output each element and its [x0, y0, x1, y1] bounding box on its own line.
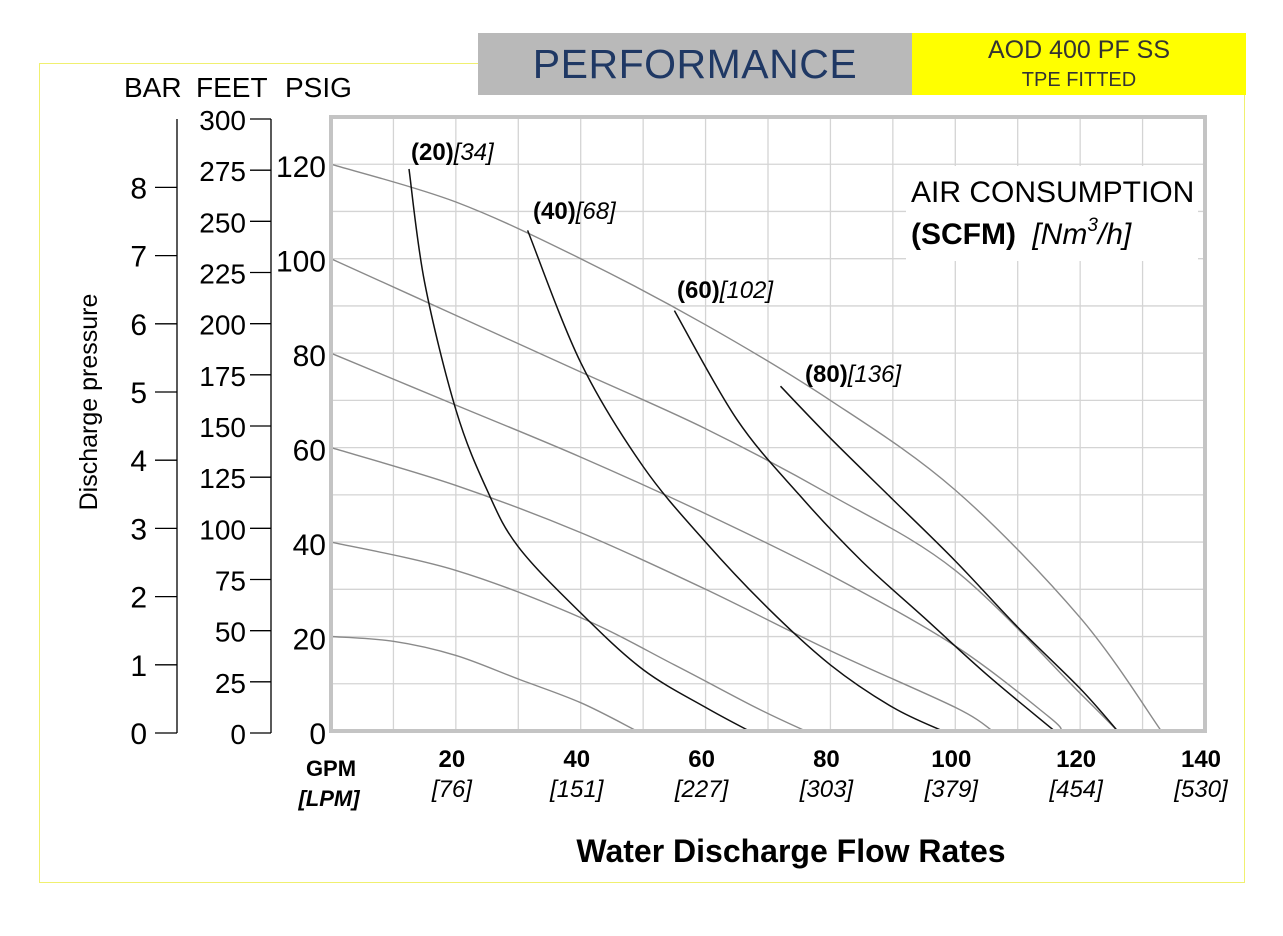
feet-tick-label: 50: [215, 617, 246, 648]
feet-tick-label: 150: [199, 412, 246, 443]
feet-tick-label: 125: [199, 463, 246, 494]
x-tick-label: 100: [931, 746, 971, 773]
x-tick-label: 60: [688, 746, 715, 773]
feet-tick-label: 250: [199, 207, 246, 238]
feet-tick-label: 300: [199, 105, 246, 136]
bar-tick-label: 7: [130, 241, 147, 274]
bar-axis-label: BAR: [124, 72, 182, 103]
psig-axis-label: PSIG: [285, 72, 352, 103]
feet-tick-label: 175: [199, 361, 246, 392]
model-fitting: TPE FITTED: [1021, 69, 1137, 91]
feet-axis: 0 25 50 75 100 125 150 175 200 225 250 275 300: [199, 105, 272, 750]
model-header: AOD 400 PF SS TPE FITTED: [912, 33, 1246, 95]
nm3h-unit-sup: 3: [1087, 215, 1098, 236]
inlet-pressure-curve-20: [330, 635, 638, 732]
x-axis-title: Water Discharge Flow Rates: [576, 833, 1005, 869]
air-consumption-legend-bg: [906, 166, 1198, 261]
psig-axis: 0 20 40 60 80 100 120: [276, 151, 326, 751]
x-tick-label: 20: [439, 746, 466, 773]
nm3h-unit-open: [Nm: [1031, 218, 1087, 251]
nm3h-value: [34]: [453, 139, 495, 166]
x-tick-alt-label: [530]: [1173, 776, 1229, 803]
feet-tick-label: 200: [199, 310, 246, 341]
bar-tick-label: 8: [130, 172, 147, 205]
y-axis-title: Discharge pressure: [75, 294, 103, 511]
air-consumption-curve-80: [779, 385, 1119, 732]
air-consumption-units: (SCFM) [Nm3/h]: [911, 215, 1132, 251]
performance-title: PERFORMANCE: [532, 41, 858, 87]
bar-tick-label: 2: [130, 582, 147, 615]
air-consumption-label: (60)[102]: [677, 277, 774, 304]
feet-tick-label: 25: [215, 668, 246, 699]
model-name: AOD 400 PF SS: [987, 36, 1171, 64]
air-consumption-curve-40: [526, 230, 944, 732]
bar-tick-label: 0: [130, 718, 147, 751]
x-tick-alt-label: [227]: [674, 776, 730, 803]
feet-tick-label: 100: [199, 514, 246, 545]
feet-tick-label: 0: [230, 719, 246, 750]
nm3h-unit-close: /h]: [1096, 218, 1132, 251]
x-tick-alt-label: [76]: [431, 776, 473, 803]
plot-border: [329, 115, 1207, 733]
feet-tick-label: 75: [215, 566, 246, 597]
psig-tick-label: 120: [276, 151, 326, 184]
performance-header: PERFORMANCE: [478, 33, 912, 95]
lpm-label: [LPM]: [297, 786, 360, 811]
nm3h-value: [68]: [575, 198, 617, 225]
x-tick-alt-label: [151]: [549, 776, 605, 803]
scfm-value: (40): [533, 198, 576, 225]
inlet-pressure-curve-40: [330, 541, 806, 732]
air-consumption-title: AIR CONSUMPTION: [911, 176, 1194, 209]
feet-tick-label: 225: [199, 259, 246, 290]
x-tick-alt-label: [303]: [799, 776, 855, 803]
air-consumption-curve-60: [673, 310, 1057, 733]
inlet-pressure-curve-120: [330, 163, 1162, 732]
psig-tick-label: 40: [293, 529, 326, 562]
scfm-value: (20): [411, 139, 454, 166]
nm3h-value: [136]: [847, 361, 903, 388]
x-tick-alt-label: [454]: [1048, 776, 1104, 803]
scfm-value: (60): [677, 277, 720, 304]
air-consumption-curve-20: [408, 168, 750, 732]
bar-axis: 0 1 2 3 4 5 6 7 8: [130, 119, 178, 751]
air-consumption-label: (40)[68]: [533, 198, 617, 225]
psig-tick-label: 80: [293, 340, 326, 373]
x-tick-label: 40: [563, 746, 590, 773]
psig-tick-label: 100: [276, 246, 326, 279]
inlet-pressure-curve-60: [330, 446, 994, 732]
inlet-pressure-curve-80: [330, 352, 1063, 732]
inlet-pressure-curve-100: [330, 258, 1119, 732]
psig-tick-label: 0: [309, 718, 326, 751]
air-consumption-label: (20)[34]: [411, 139, 495, 166]
bar-tick-label: 6: [130, 309, 147, 342]
bar-tick-label: 4: [130, 445, 147, 478]
bar-tick-label: 3: [130, 513, 147, 546]
inlet-pressure-curves: [330, 163, 1162, 732]
gpm-label: GPM: [306, 756, 356, 781]
nm3h-value: [102]: [719, 277, 775, 304]
air-consumption-label: (80)[136]: [805, 361, 902, 388]
scfm-unit: (SCFM): [911, 218, 1016, 251]
scfm-value: (80): [805, 361, 848, 388]
bar-tick-label: 5: [130, 377, 147, 410]
x-tick-label: 80: [813, 746, 840, 773]
feet-tick-label: 275: [199, 156, 246, 187]
x-axis: 20 [76] 40 [151] 60 [227] 80 [303] 100 [379] 120 [4…: [431, 746, 1229, 803]
curve-labels: (20)[34] (40)[68] (60)[102] (80)[136]: [411, 139, 902, 388]
feet-axis-label: FEET: [196, 72, 268, 103]
x-tick-label: 140: [1181, 746, 1221, 773]
air-consumption-curves: [408, 168, 1119, 733]
bar-tick-label: 1: [130, 650, 147, 683]
psig-tick-label: 20: [293, 624, 326, 657]
psig-tick-label: 60: [293, 435, 326, 468]
x-tick-alt-label: [379]: [924, 776, 980, 803]
x-tick-label: 120: [1056, 746, 1096, 773]
